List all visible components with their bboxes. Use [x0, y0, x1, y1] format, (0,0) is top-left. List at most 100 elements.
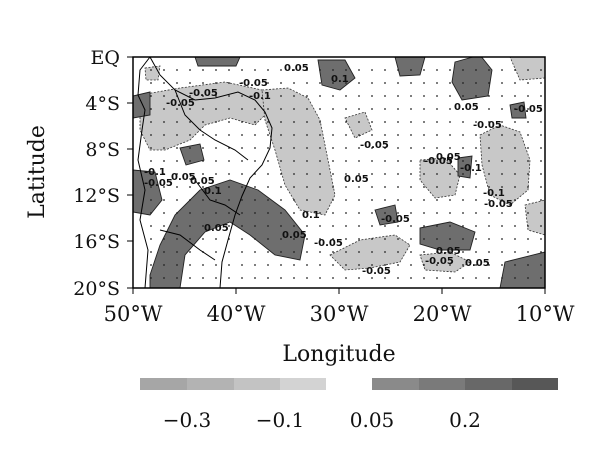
significance-dot [332, 134, 334, 136]
significance-dot [501, 277, 503, 279]
significance-dot [189, 277, 191, 279]
significance-dot [189, 160, 191, 162]
significance-dot [345, 160, 347, 162]
significance-dot [540, 173, 542, 175]
significance-dot [332, 173, 334, 175]
significance-dot [202, 277, 204, 279]
colorbar-swatch-pos-4 [512, 378, 558, 390]
contour-label: 0.1 [204, 186, 222, 197]
significance-dot [228, 108, 230, 110]
significance-dot [228, 251, 230, 253]
significance-dot [540, 147, 542, 149]
significance-dot [176, 225, 178, 227]
significance-dot [501, 82, 503, 84]
significance-dot [215, 225, 217, 227]
significance-dot [540, 251, 542, 253]
significance-dot [501, 121, 503, 123]
y-axis-title: Latitude [25, 125, 50, 219]
significance-dot [319, 108, 321, 110]
significance-dot [254, 160, 256, 162]
significance-dot [345, 82, 347, 84]
significance-dot [358, 251, 360, 253]
significance-dot [423, 108, 425, 110]
significance-dot [436, 225, 438, 227]
significance-dot [163, 82, 165, 84]
significance-dot [215, 264, 217, 266]
significance-dot [293, 251, 295, 253]
significance-dot [215, 69, 217, 71]
significance-dot [254, 69, 256, 71]
significance-dot [540, 212, 542, 214]
significance-dot [501, 173, 503, 175]
significance-dot [228, 212, 230, 214]
significance-dot [202, 160, 204, 162]
significance-dot [293, 160, 295, 162]
contour-label: -0.1 [460, 163, 482, 174]
significance-dot [514, 251, 516, 253]
significance-dot [267, 186, 269, 188]
significance-dot [449, 186, 451, 188]
significance-dot [371, 108, 373, 110]
significance-dot [228, 121, 230, 123]
significance-dot [189, 108, 191, 110]
significance-dot [540, 108, 542, 110]
contour-label: -0.05 [360, 140, 389, 151]
significance-dot [332, 69, 334, 71]
significance-dot [345, 147, 347, 149]
significance-dot [358, 95, 360, 97]
significance-dot [189, 82, 191, 84]
significance-dot [462, 82, 464, 84]
positive-region-west [133, 169, 163, 216]
significance-dot [163, 264, 165, 266]
significance-dot [332, 251, 334, 253]
significance-dot [332, 121, 334, 123]
significance-dot [280, 134, 282, 136]
significance-dot [150, 186, 152, 188]
significance-dot [371, 134, 373, 136]
significance-dot [423, 199, 425, 201]
significance-dot [280, 264, 282, 266]
lon-tick-label: 40°W [207, 302, 266, 326]
significance-dot [410, 69, 412, 71]
positive-region-coast-small [179, 143, 205, 166]
significance-dot [423, 277, 425, 279]
significance-dot [150, 147, 152, 149]
significance-dot [306, 277, 308, 279]
significance-dot [371, 173, 373, 175]
significance-dot [540, 69, 542, 71]
significance-dot [436, 147, 438, 149]
significance-dot [358, 225, 360, 227]
significance-dot [241, 277, 243, 279]
significance-dot [163, 173, 165, 175]
significance-dot [163, 186, 165, 188]
significance-dot [241, 134, 243, 136]
significance-dot [293, 82, 295, 84]
significance-dot [501, 238, 503, 240]
significance-dot [150, 238, 152, 240]
significance-dot [319, 212, 321, 214]
significance-dot [475, 147, 477, 149]
significance-dot [163, 212, 165, 214]
significance-dot [280, 147, 282, 149]
significance-dot [241, 199, 243, 201]
significance-dot [527, 238, 529, 240]
significance-dot [436, 251, 438, 253]
significance-dot [215, 134, 217, 136]
significance-dot [176, 160, 178, 162]
significance-dot [410, 199, 412, 201]
map-plot-area: 0.05 0.1 -0.05 -0.1 0.1 -0.05 -0.05 0.05… [133, 57, 545, 288]
significance-dot [514, 82, 516, 84]
negative-anomaly-regions [139, 57, 545, 273]
significance-dot [436, 69, 438, 71]
significance-dot [241, 212, 243, 214]
significance-dot [358, 277, 360, 279]
significance-dot [267, 225, 269, 227]
significance-dot [514, 147, 516, 149]
significance-dot [501, 225, 503, 227]
significance-dot [202, 95, 204, 97]
negative-region-top-right [509, 57, 545, 81]
contour-label: 0.05 [171, 172, 196, 183]
significance-dot [332, 264, 334, 266]
lat-tick-label: 16°S [73, 231, 120, 253]
significance-dot [306, 147, 308, 149]
